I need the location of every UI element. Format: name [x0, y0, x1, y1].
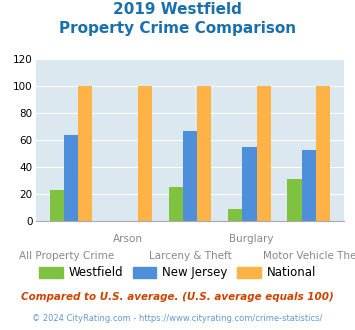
Text: Property Crime Comparison: Property Crime Comparison: [59, 21, 296, 36]
Bar: [138, 86, 152, 221]
Bar: [50, 190, 64, 221]
Bar: [169, 187, 183, 221]
Text: Arson: Arson: [113, 234, 143, 244]
Bar: [183, 131, 197, 221]
Bar: [316, 86, 330, 221]
Text: Motor Vehicle Theft: Motor Vehicle Theft: [263, 251, 355, 261]
Text: 2019 Westfield: 2019 Westfield: [113, 2, 242, 16]
Bar: [242, 147, 257, 221]
Text: Burglary: Burglary: [229, 234, 274, 244]
Text: Compared to U.S. average. (U.S. average equals 100): Compared to U.S. average. (U.S. average …: [21, 292, 334, 302]
Bar: [257, 86, 271, 221]
Text: All Property Crime: All Property Crime: [19, 251, 114, 261]
Text: © 2024 CityRating.com - https://www.cityrating.com/crime-statistics/: © 2024 CityRating.com - https://www.city…: [32, 314, 323, 323]
Bar: [228, 209, 242, 221]
Text: Larceny & Theft: Larceny & Theft: [148, 251, 231, 261]
Bar: [302, 150, 316, 221]
Bar: [288, 179, 302, 221]
Bar: [197, 86, 211, 221]
Bar: [78, 86, 92, 221]
Legend: Westfield, New Jersey, National: Westfield, New Jersey, National: [34, 262, 321, 284]
Bar: [64, 135, 78, 221]
